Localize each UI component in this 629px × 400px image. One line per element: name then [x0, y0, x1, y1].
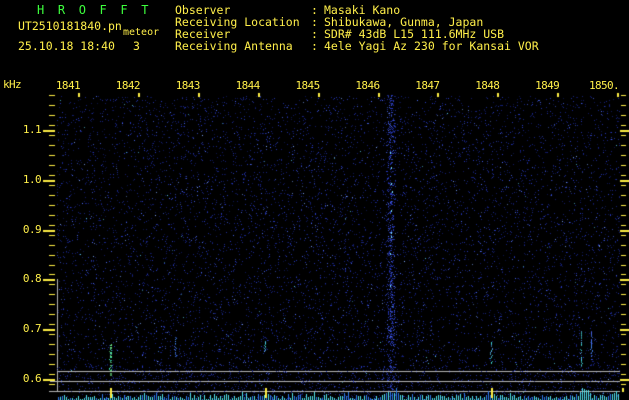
x-tick-label: 1846 [355, 79, 380, 92]
observer-value: Masaki Kano [324, 3, 401, 17]
receiving-antenna-separator: : [311, 39, 318, 53]
capture-counter: 3 [133, 39, 140, 53]
y-tick-label: 0.9 [22, 222, 42, 236]
x-tick-label: 1849 [535, 79, 560, 92]
capture-filename-suffix: meteor [123, 27, 160, 38]
x-tick-label: 1843 [175, 79, 201, 92]
receiver-label: Receiver [175, 27, 231, 41]
receiving-location-label: Receiving Location [175, 15, 300, 29]
receiving-antenna-value: 4ele Yagi Az 230 for Kansai VOR [324, 39, 539, 53]
receiver-value: SDR# 43dB L15 111.6MHz USB [324, 27, 505, 41]
app-title: H R O F F T [37, 3, 152, 17]
x-tick-label: 1842 [115, 79, 141, 92]
x-tick-label: 1850. [588, 79, 620, 92]
y-tick-label: 0.8 [22, 272, 42, 286]
capture-datetime: 25.10.18 18:40 [18, 39, 115, 53]
receiving-location-separator: : [311, 15, 318, 29]
receiving-antenna-label: Receiving Antenna [175, 39, 293, 53]
x-tick-label: 1848 [475, 79, 500, 92]
observer-separator: : [311, 3, 318, 17]
y-tick-label: 0.6 [22, 372, 42, 385]
x-tick-label: 1844 [235, 79, 261, 92]
observer-label: Observer [175, 3, 231, 17]
y-tick-label: 1.1 [22, 123, 42, 136]
capture-filename: UT2510181840.pn [18, 19, 122, 33]
x-tick-label: 1847 [415, 79, 440, 92]
receiving-location-value: Shibukawa, Gunma, Japan [324, 15, 484, 29]
receiver-separator: : [311, 27, 318, 41]
y-tick-label: 0.7 [22, 322, 42, 336]
x-tick-label: 1845 [295, 79, 321, 92]
frequency-axis-unit: kHz [3, 78, 22, 91]
y-tick-label: 1.0 [22, 172, 42, 186]
x-tick-label: 1841 [55, 79, 81, 92]
